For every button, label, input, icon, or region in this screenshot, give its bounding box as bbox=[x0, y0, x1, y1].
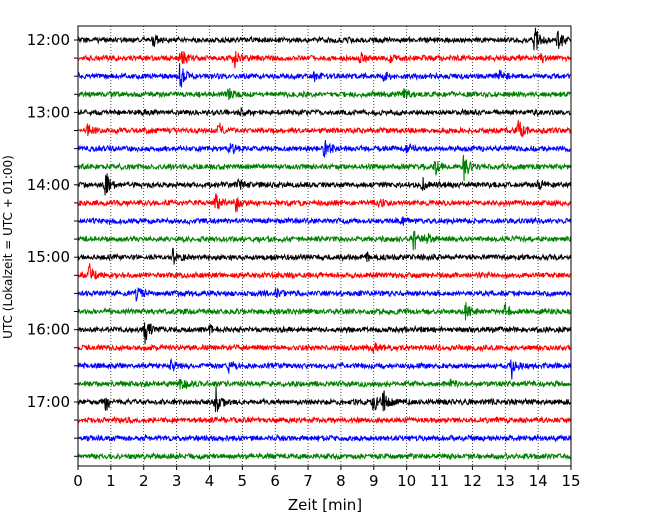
trace-row bbox=[77, 216, 572, 226]
x-tick-label: 0 bbox=[73, 472, 83, 490]
x-tick-label: 10 bbox=[397, 472, 416, 490]
trace-lines bbox=[77, 27, 572, 461]
x-tick-label: 2 bbox=[139, 472, 149, 490]
y-tick-label: 17:00 bbox=[27, 393, 70, 411]
x-tick-label: 11 bbox=[430, 472, 449, 490]
y-tick-label: 14:00 bbox=[27, 176, 70, 194]
x-tick-label: 3 bbox=[172, 472, 182, 490]
trace-row bbox=[77, 106, 572, 118]
trace-row bbox=[77, 322, 572, 345]
y-tick-label: 12:00 bbox=[27, 31, 70, 49]
x-axis-label: Zeit [min] bbox=[288, 496, 362, 514]
x-axis-ticks: 0 1 2 3 4 5 6 7 8 9 10 11 12 13 14 15 bbox=[73, 466, 581, 490]
trace-row bbox=[77, 358, 572, 380]
x-tick-label: 4 bbox=[205, 472, 215, 490]
trace-row bbox=[77, 451, 572, 461]
trace-row bbox=[77, 263, 572, 280]
trace-row bbox=[77, 230, 572, 251]
plot-frame bbox=[77, 25, 572, 467]
x-tick-label: 7 bbox=[303, 472, 313, 490]
x-tick-label: 14 bbox=[529, 472, 548, 490]
x-tick-label: 1 bbox=[106, 472, 116, 490]
trace-row bbox=[77, 139, 572, 158]
x-tick-label: 9 bbox=[369, 472, 379, 490]
trace-row bbox=[77, 88, 572, 101]
x-tick-label: 12 bbox=[463, 472, 482, 490]
y-tick-label: 13:00 bbox=[27, 103, 70, 121]
trace-row bbox=[77, 173, 572, 196]
x-tick-label: 15 bbox=[561, 472, 580, 490]
y-axis-label: UTC (Lokalzeit = UTC + 01:00) bbox=[1, 155, 15, 339]
trace-row bbox=[77, 154, 572, 182]
x-tick-label: 13 bbox=[496, 472, 515, 490]
trace-row bbox=[77, 50, 572, 69]
trace-row bbox=[77, 433, 572, 443]
trace-row bbox=[77, 193, 572, 213]
y-tick-label: 15:00 bbox=[27, 248, 70, 266]
x-gridlines bbox=[110, 26, 539, 466]
trace-row bbox=[77, 63, 572, 88]
trace-row bbox=[77, 119, 572, 138]
y-axis-ticks: 12:00 13:00 14:00 15:00 16:00 17:00 bbox=[27, 31, 78, 457]
trace-row bbox=[77, 415, 572, 425]
trace-row bbox=[77, 378, 572, 390]
x-tick-label: 8 bbox=[336, 472, 346, 490]
trace-row bbox=[77, 247, 572, 265]
trace-row bbox=[77, 287, 572, 302]
x-tick-label: 5 bbox=[238, 472, 248, 490]
trace-row bbox=[77, 342, 572, 354]
x-tick-label: 6 bbox=[270, 472, 280, 490]
trace-row bbox=[77, 302, 572, 321]
trace-row bbox=[77, 27, 572, 51]
y-tick-label: 16:00 bbox=[27, 321, 70, 339]
trace-row bbox=[77, 386, 572, 412]
